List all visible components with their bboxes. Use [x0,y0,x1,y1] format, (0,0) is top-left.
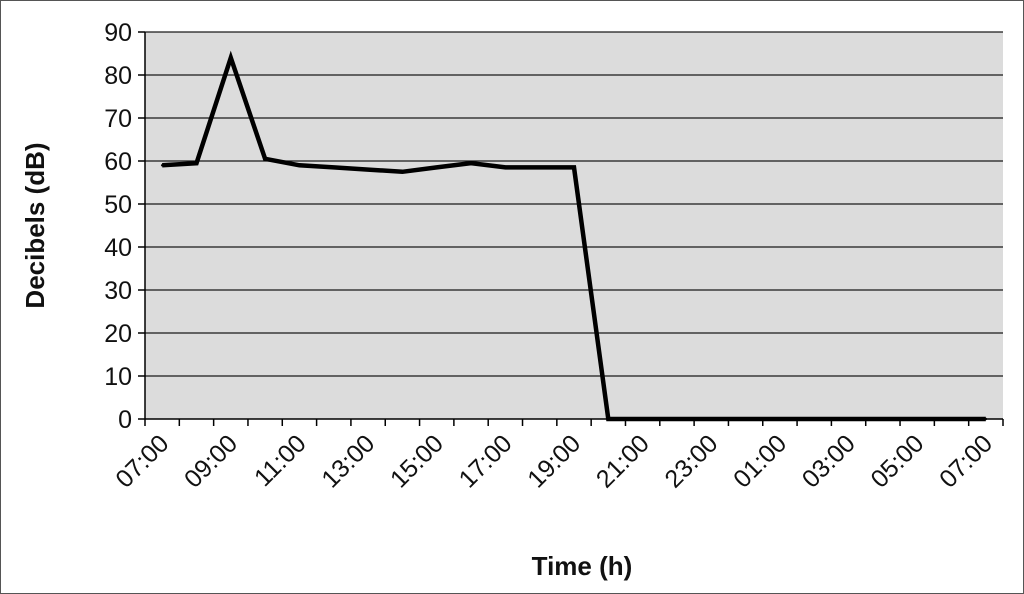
x-tick-label: 01:00 [728,429,792,493]
y-axis-tick-labels: 0 10 20 30 40 50 60 70 80 90 [104,19,132,434]
y-tick-label: 70 [104,105,132,133]
data-point [984,417,988,421]
y-tick-label: 80 [104,62,132,90]
y-tick-label: 90 [104,19,132,47]
y-tick-label: 40 [104,234,132,262]
x-tick-label: 15:00 [385,429,449,493]
y-tick-label: 20 [104,320,132,348]
data-point [572,166,576,169]
x-tick-label: 07:00 [934,429,998,493]
data-point [435,166,438,169]
y-tick-label: 50 [104,191,132,219]
data-point [332,166,335,169]
data-point [504,166,507,169]
data-point [744,417,747,421]
data-point [538,166,541,169]
y-tick-label: 10 [104,363,132,391]
x-tick-label: 09:00 [179,429,243,493]
data-point [778,417,782,421]
data-point [710,417,713,421]
x-tick-label: 19:00 [522,429,586,493]
series-layer [160,50,988,422]
x-tick-label: 17:00 [454,429,518,493]
data-point [366,168,370,171]
data-point [195,161,198,165]
data-point [675,417,679,421]
x-tick-label: 13:00 [316,429,380,493]
data-point [229,56,232,59]
y-tick-label: 30 [104,277,132,305]
x-tick-label: 23:00 [659,429,723,493]
x-tick-label: 05:00 [865,429,929,493]
data-point [881,417,885,421]
data-point [641,417,644,421]
x-tick-label: 07:00 [110,429,174,493]
data-point [813,417,816,421]
data-point [401,170,404,173]
data-point [847,417,850,421]
data-point [469,161,473,165]
y-tick-label: 60 [104,148,132,176]
x-tick-label: 21:00 [591,429,655,493]
data-point [607,417,610,421]
plot-area [145,32,1003,419]
data-point [916,417,919,421]
data-point [298,164,301,167]
x-axis-title: Time (h) [532,551,633,581]
data-point [950,417,953,421]
y-axis-title: Decibels (dB) [20,142,50,308]
x-tick-label: 11:00 [249,429,312,492]
data-point [263,157,267,161]
x-tick-label: 03:00 [797,429,861,493]
y-tick-label: 0 [118,406,132,434]
x-axis-tick-labels: 07:00 09:00 11:00 13:00 15:00 17:00 19:00 21:00… [110,429,998,493]
data-point [160,164,164,167]
